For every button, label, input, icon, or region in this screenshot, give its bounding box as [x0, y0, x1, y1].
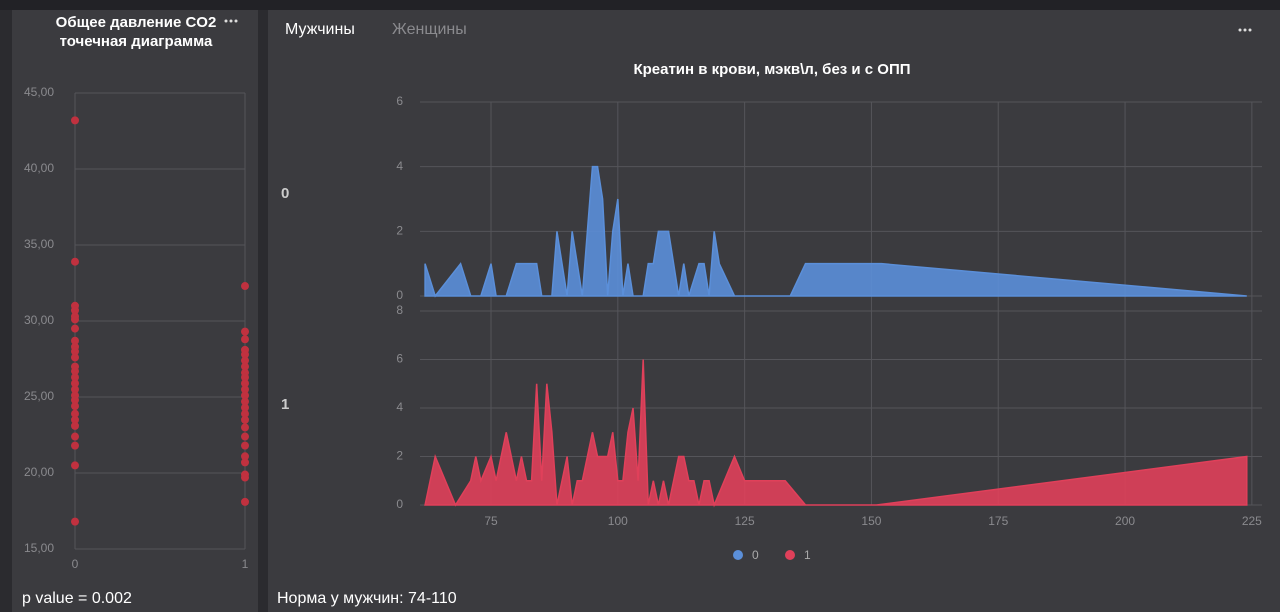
y-tick-label: 4 — [396, 400, 403, 414]
x-tick-label: 125 — [735, 514, 755, 528]
point — [71, 116, 79, 125]
x-tick-label: 100 — [608, 514, 628, 528]
menu-icon[interactable] — [1238, 28, 1252, 32]
point — [241, 441, 249, 450]
y-tick-label: 0 — [396, 497, 403, 511]
y-tick-label: 30,00 — [24, 313, 54, 327]
x-tick-label: 175 — [988, 514, 1008, 528]
point — [71, 379, 79, 388]
point — [241, 403, 249, 412]
point — [241, 497, 249, 506]
point — [241, 335, 249, 344]
x-tick-label: 150 — [861, 514, 881, 528]
point — [241, 452, 249, 461]
panel-label: 0 — [281, 185, 289, 202]
point — [241, 356, 249, 365]
y-tick-label: 25,00 — [24, 389, 54, 403]
point — [71, 373, 79, 382]
point — [241, 379, 249, 388]
chart-title: Креатин в крови, мэкв\л, без и с ОПП — [633, 61, 910, 78]
point — [71, 353, 79, 362]
tab[interactable]: Женщины — [392, 21, 467, 38]
point — [241, 362, 249, 371]
point — [71, 336, 79, 345]
x-tick-label: 1 — [242, 557, 249, 571]
footnote: Норма у мужчин: 74-110 — [277, 590, 457, 607]
point — [71, 415, 79, 424]
tab[interactable]: Мужчины — [285, 21, 355, 38]
point — [71, 315, 79, 324]
point — [71, 402, 79, 411]
point — [241, 409, 249, 418]
point — [71, 409, 79, 418]
point — [241, 391, 249, 400]
legend-label: 1 — [804, 548, 811, 562]
point — [241, 327, 249, 336]
point — [241, 432, 249, 441]
x-tick-label: 75 — [484, 514, 498, 528]
x-tick-label: 225 — [1242, 514, 1262, 528]
y-tick-label: 6 — [396, 94, 403, 108]
legend-marker — [733, 550, 743, 560]
point — [241, 350, 249, 359]
x-tick-label: 0 — [72, 557, 79, 571]
footnote: p value = 0.002 — [22, 590, 132, 607]
y-tick-label: 0 — [396, 288, 403, 302]
point — [241, 423, 249, 432]
legend-marker — [785, 550, 795, 560]
y-tick-label: 20,00 — [24, 465, 54, 479]
y-tick-label: 6 — [396, 352, 403, 366]
y-tick-label: 45,00 — [24, 85, 54, 99]
chart-title: Общее давление CO2 точечная диаграмма — [55, 14, 217, 50]
point — [71, 257, 79, 266]
point — [71, 441, 79, 450]
y-tick-label: 15,00 — [24, 541, 54, 555]
point — [71, 385, 79, 394]
x-tick-label: 200 — [1115, 514, 1135, 528]
menu-icon[interactable] — [224, 19, 238, 23]
area — [424, 359, 1248, 508]
y-tick-label: 40,00 — [24, 161, 54, 175]
area — [424, 165, 1247, 298]
point — [241, 458, 249, 467]
point — [71, 396, 79, 405]
y-tick-label: 2 — [396, 224, 403, 238]
panel-label: 1 — [281, 396, 289, 413]
point — [241, 373, 249, 382]
point — [71, 324, 79, 333]
point — [71, 517, 79, 526]
top-bar — [0, 0, 1280, 10]
point — [71, 347, 79, 356]
legend-label: 0 — [752, 548, 759, 562]
y-tick-label: 35,00 — [24, 237, 54, 251]
left-panel — [12, 10, 258, 612]
point — [71, 432, 79, 441]
point — [71, 461, 79, 470]
point — [241, 282, 249, 291]
y-tick-label: 2 — [396, 449, 403, 463]
point — [241, 415, 249, 424]
y-tick-label: 4 — [396, 159, 403, 173]
point — [71, 306, 79, 315]
point — [71, 421, 79, 430]
point — [241, 473, 249, 482]
point — [241, 385, 249, 394]
y-tick-label: 8 — [396, 303, 403, 317]
point — [241, 397, 249, 406]
point — [71, 367, 79, 376]
